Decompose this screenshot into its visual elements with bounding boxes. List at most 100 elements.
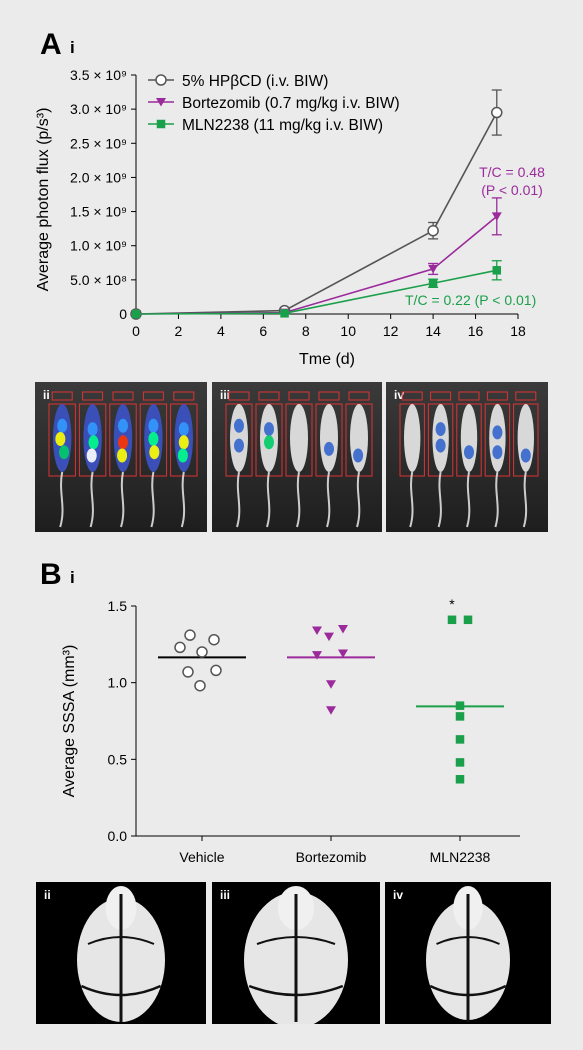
mouse bbox=[255, 391, 283, 528]
group-0 bbox=[158, 629, 246, 692]
coronal-suture bbox=[436, 936, 500, 945]
mouse bbox=[225, 391, 253, 528]
mouse-body bbox=[404, 404, 421, 472]
signal-spot bbox=[118, 418, 128, 433]
signal-spot bbox=[57, 418, 68, 433]
signal-spot bbox=[178, 435, 189, 450]
label-tag bbox=[51, 391, 73, 401]
data-point bbox=[455, 701, 465, 710]
series-line bbox=[135, 112, 498, 315]
data-point bbox=[455, 712, 465, 721]
legend-marker bbox=[156, 119, 166, 129]
x-tick-label: 0 bbox=[132, 323, 140, 339]
label-tag bbox=[401, 391, 423, 401]
x-tick-label: Vehicle bbox=[179, 849, 224, 865]
panel-a-sub: i bbox=[70, 38, 75, 57]
signal-spot bbox=[264, 435, 274, 450]
x-tick-label: MLN2238 bbox=[430, 849, 491, 865]
data-point bbox=[463, 615, 473, 625]
y-tick-label: 3.5 × 10⁹ bbox=[70, 67, 127, 83]
signal-spot bbox=[520, 448, 531, 463]
data-point bbox=[312, 651, 322, 660]
mouse bbox=[456, 391, 482, 528]
mouse bbox=[427, 391, 454, 528]
data-point bbox=[184, 629, 196, 641]
data-point bbox=[447, 615, 457, 625]
data-point bbox=[427, 224, 439, 237]
mouse bbox=[484, 391, 511, 528]
mouse-tail bbox=[120, 471, 125, 528]
skull-drawing bbox=[244, 886, 348, 1024]
data-point bbox=[324, 632, 334, 642]
mouse bbox=[513, 391, 539, 528]
label-tag bbox=[288, 391, 310, 401]
label-tag bbox=[112, 391, 134, 401]
signal-spot bbox=[234, 438, 244, 453]
photo-label: iii bbox=[220, 388, 231, 402]
x-tick-label: 6 bbox=[259, 323, 267, 339]
legend-entry: MLN2238 (11 mg/kg i.v. BIW) bbox=[182, 117, 383, 134]
mouse-tail bbox=[180, 471, 186, 528]
label-tag bbox=[258, 391, 280, 401]
mice-drawing bbox=[225, 391, 373, 528]
group-1 bbox=[287, 625, 375, 715]
legend-marker bbox=[156, 98, 166, 107]
x-tick-label: 14 bbox=[425, 323, 441, 339]
y-axis-label: Average photon flux (p/s³) bbox=[35, 108, 52, 292]
signal-spot bbox=[177, 448, 188, 463]
mouse-tail bbox=[522, 471, 528, 528]
mice-drawing bbox=[48, 391, 198, 528]
y-tick-label: 0.5 bbox=[108, 751, 128, 767]
lambdoid-suture bbox=[80, 984, 162, 997]
y-tick-label: 0 bbox=[119, 306, 127, 322]
mouse bbox=[399, 391, 425, 528]
mouse-tail bbox=[236, 471, 241, 528]
y-tick-label: 2.0 × 10⁹ bbox=[70, 169, 127, 185]
photo-label: iv bbox=[394, 388, 405, 402]
panel-a-letter: A bbox=[40, 28, 62, 61]
skull-photo: ii bbox=[36, 882, 206, 1024]
x-tick-label: 4 bbox=[217, 323, 225, 339]
mouse-body bbox=[230, 404, 248, 472]
data-point bbox=[182, 666, 194, 678]
signal-spot bbox=[88, 435, 99, 450]
data-point bbox=[428, 279, 438, 288]
data-point bbox=[492, 266, 502, 275]
mouse bbox=[315, 391, 343, 528]
x-tick-label: 18 bbox=[510, 323, 526, 339]
significance-mark: * bbox=[449, 596, 455, 612]
lambdoid-suture bbox=[248, 984, 344, 997]
panel-b-letter: B bbox=[40, 558, 62, 591]
data-point bbox=[174, 641, 186, 654]
skull-drawing bbox=[426, 886, 510, 1022]
photo-label: iv bbox=[393, 888, 404, 902]
data-point bbox=[208, 633, 220, 646]
label-tag bbox=[142, 391, 164, 401]
y-tick-label: 2.5 × 10⁹ bbox=[70, 135, 127, 151]
y-tick-label: 1.0 × 10⁹ bbox=[70, 238, 127, 254]
coronal-suture bbox=[87, 936, 155, 945]
mouse-body bbox=[290, 404, 308, 472]
x-tick-label: Bortezomib bbox=[296, 849, 367, 865]
label-tag bbox=[458, 391, 480, 401]
legend-marker bbox=[155, 74, 167, 86]
skull-photo: iv bbox=[385, 882, 551, 1024]
y-tick-label: 3.0 × 10⁹ bbox=[70, 101, 127, 117]
label-tag bbox=[318, 391, 340, 401]
signal-spot bbox=[59, 445, 70, 460]
mouse-body bbox=[320, 404, 338, 472]
data-point bbox=[131, 309, 141, 319]
x-axis-label: Tme (d) bbox=[299, 351, 355, 368]
signal-spot bbox=[149, 445, 160, 460]
label-tag bbox=[430, 391, 452, 401]
mouse-tail bbox=[326, 471, 331, 528]
mouse-tail bbox=[296, 471, 301, 528]
label-tag bbox=[486, 391, 508, 401]
data-point bbox=[326, 706, 336, 715]
photo-label: iii bbox=[220, 888, 231, 902]
data-point bbox=[428, 264, 439, 274]
signal-spot bbox=[464, 445, 474, 460]
scatter-chart: 0.0 0.5 1.0 1.5 Vehicle Bortezomib MLN2238 Aver… bbox=[61, 596, 520, 865]
data-point bbox=[491, 106, 503, 119]
y-axis-label: Average SSSA (mm³) bbox=[61, 645, 78, 798]
